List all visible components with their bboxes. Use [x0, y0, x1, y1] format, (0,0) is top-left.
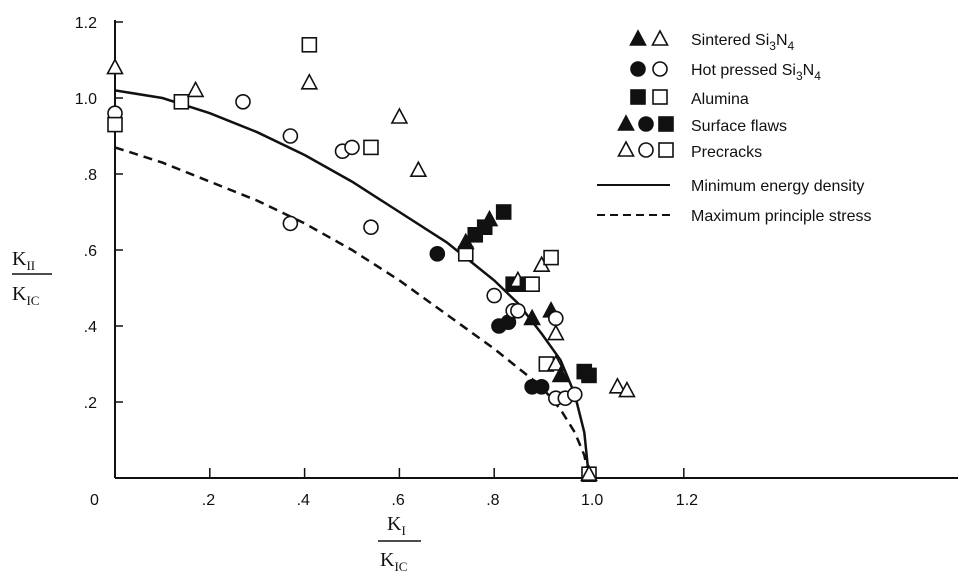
legend-triangle-open-icon — [651, 29, 669, 46]
y-tick-label: 1.2 — [75, 15, 97, 32]
y-ticks: .2 .4 .6 .8 1.0 1.2 — [75, 15, 123, 412]
legend-triangle-filled-icon — [629, 29, 647, 46]
open-triangle-point — [546, 354, 565, 371]
legend-entry-hot-pressed: Hot pressed Si3N4 — [630, 61, 821, 83]
open-circle-point — [486, 287, 503, 304]
legend-square-filled-icon — [658, 116, 674, 132]
y-axis-label: KII KIC — [12, 248, 52, 308]
open-triangle-point — [300, 73, 319, 90]
x-tick-label: .8 — [486, 492, 499, 509]
y-label-num: KII — [12, 248, 35, 273]
x-axis-label: KI KIC — [378, 513, 421, 574]
y-tick-label: .4 — [84, 319, 97, 336]
open-square-point — [107, 116, 123, 133]
legend-label-sintered: Sintered Si3N4 — [691, 32, 795, 53]
legend-label-min-energy: Minimum energy density — [691, 178, 864, 195]
legend-circle-filled-icon — [638, 116, 654, 132]
legend-square-open-icon — [652, 89, 668, 105]
x-tick-label: .4 — [297, 492, 310, 509]
open-triangle-point — [546, 323, 565, 341]
open-square-point — [363, 139, 379, 156]
x-tick-label: 1.2 — [676, 492, 698, 509]
legend-triangle-open-icon — [617, 140, 635, 157]
legend-circle-filled-icon — [630, 61, 646, 77]
legend: Sintered Si3N4 Hot pressed Si3N4 Alumina… — [597, 29, 871, 225]
legend-label-alumina: Alumina — [691, 91, 749, 108]
y-label-den: KIC — [12, 283, 39, 308]
x-label-den: KIC — [380, 549, 407, 574]
data-points — [106, 36, 636, 483]
y-tick-label: .8 — [84, 167, 97, 184]
legend-square-filled-icon — [630, 89, 646, 105]
open-circle-point — [510, 302, 526, 319]
open-triangle-point — [580, 464, 598, 482]
x-label-num: KI — [387, 513, 406, 538]
x-ticks: 0 .2 .4 .6 .8 1.0 1.2 — [90, 468, 698, 509]
open-triangle-point — [186, 80, 205, 98]
y-tick-label: .2 — [84, 395, 97, 412]
open-circle-point — [566, 386, 583, 403]
max-principle-stress-curve — [114, 146, 591, 479]
open-circle-point — [344, 139, 360, 156]
filled-square-point — [495, 204, 512, 220]
open-circle-point — [282, 128, 299, 144]
legend-label-precracks: Precracks — [691, 144, 762, 161]
filled-triangle-point — [480, 209, 499, 227]
legend-entry-precracks: Precracks — [617, 140, 762, 161]
x-tick-label: .2 — [202, 492, 215, 509]
legend-triangle-filled-icon — [617, 114, 635, 131]
open-square-point — [173, 94, 190, 110]
legend-label-hot-pressed: Hot pressed Si3N4 — [691, 62, 821, 83]
x-tick-label: .6 — [391, 492, 404, 509]
legend-circle-open-icon — [638, 142, 654, 158]
legend-entry-max-stress: Maximum principle stress — [597, 208, 871, 225]
axes — [114, 20, 958, 479]
legend-entry-sintered: Sintered Si3N4 — [629, 29, 795, 53]
legend-entry-surface-flaws: Surface flaws — [617, 114, 787, 135]
legend-label-max-stress: Maximum principle stress — [691, 208, 871, 225]
legend-entry-min-energy: Minimum energy density — [597, 178, 864, 195]
open-square-point — [543, 249, 559, 266]
open-triangle-point — [409, 160, 428, 177]
open-square-point — [301, 36, 318, 53]
filled-circle-point — [429, 246, 446, 262]
filled-triangle-point — [523, 308, 541, 326]
legend-square-open-icon — [658, 142, 674, 158]
open-triangle-point — [608, 377, 627, 394]
x-tick-label: 0 — [90, 492, 99, 509]
legend-entry-alumina: Alumina — [630, 89, 749, 108]
y-tick-label: .6 — [84, 243, 97, 260]
open-circle-point — [282, 215, 299, 232]
y-tick-label: 1.0 — [75, 91, 97, 108]
open-square-point — [524, 276, 540, 293]
open-triangle-point — [390, 107, 409, 124]
open-circle-point — [363, 219, 379, 235]
open-circle-point — [548, 310, 564, 327]
filled-square-point — [581, 367, 597, 384]
open-triangle-point — [106, 57, 124, 75]
open-circle-point — [235, 94, 251, 110]
legend-circle-open-icon — [652, 61, 668, 77]
filled-circle-point — [533, 378, 550, 395]
legend-label-surface-flaws: Surface flaws — [691, 118, 787, 135]
filled-triangle-point — [551, 365, 570, 383]
x-tick-label: 1.0 — [581, 492, 603, 509]
open-triangle-point — [618, 380, 636, 398]
